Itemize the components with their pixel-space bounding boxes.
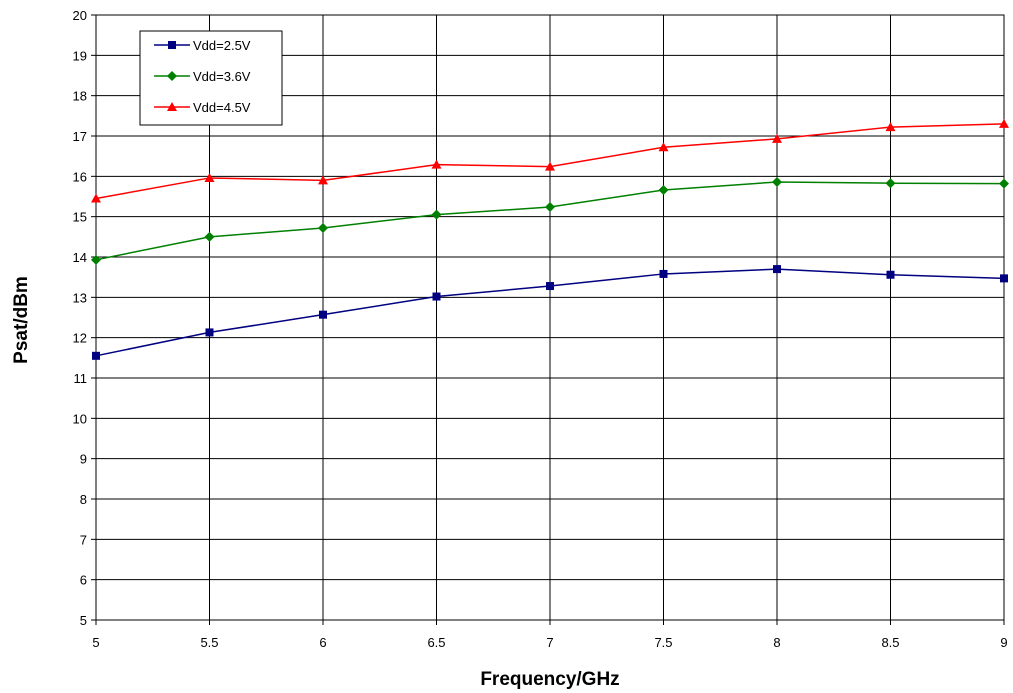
x-tick-label: 7.5 xyxy=(654,635,672,650)
data-point xyxy=(658,185,669,196)
data-point xyxy=(545,201,555,212)
legend-marker xyxy=(167,71,177,81)
legend-item: Vdd=4.5V xyxy=(154,100,251,115)
data-point xyxy=(999,118,1009,128)
y-tick-label: 20 xyxy=(73,8,87,23)
axis-ticks: 5 6 7 8 9 10 11 12 13 14 15 16 17 18 19 20 5 5.5 6 6.5 7 7.5 8… xyxy=(73,8,1008,650)
series-Vdd=3.6V xyxy=(91,176,1009,265)
y-tick-label: 15 xyxy=(73,210,87,225)
x-tick-label: 7 xyxy=(546,635,553,650)
y-tick-label: 10 xyxy=(73,411,87,426)
y-tick-label: 5 xyxy=(80,613,87,628)
legend-item: Vdd=2.5V xyxy=(154,38,251,53)
y-tick-label: 18 xyxy=(73,89,87,104)
y-axis-title: Psat/dBm xyxy=(11,276,32,364)
data-point xyxy=(885,178,896,189)
data-point xyxy=(546,282,554,291)
data-point xyxy=(318,175,328,185)
legend-item: Vdd=3.6V xyxy=(154,69,251,84)
data-point xyxy=(91,254,101,265)
data-point xyxy=(431,159,442,169)
x-tick-label: 8 xyxy=(773,635,780,650)
y-tick-label: 11 xyxy=(74,371,88,386)
y-tick-label: 14 xyxy=(73,250,87,265)
data-point xyxy=(658,142,669,152)
x-tick-label: 5.5 xyxy=(200,635,218,650)
data-point xyxy=(659,269,668,278)
data-point xyxy=(999,178,1009,189)
data-point xyxy=(204,172,215,182)
y-tick-label: 9 xyxy=(80,452,87,467)
y-tick-label: 16 xyxy=(73,169,87,184)
data-point xyxy=(319,310,327,319)
data-point xyxy=(545,161,555,171)
y-tick-label: 6 xyxy=(80,573,87,588)
y-tick-label: 17 xyxy=(73,129,87,144)
legend-box xyxy=(139,30,283,126)
legend: Vdd=2.5V Vdd=3.6V Vdd=4.5V xyxy=(139,30,283,126)
legend-label: Vdd=4.5V xyxy=(193,100,251,115)
legend-label: Vdd=2.5V xyxy=(193,38,251,53)
series-Vdd=2.5V xyxy=(92,265,1008,360)
data-point xyxy=(318,222,328,233)
x-tick-label: 6 xyxy=(319,635,326,650)
legend-label: Vdd=3.6V xyxy=(193,69,251,84)
data-point xyxy=(204,231,215,242)
y-tick-label: 8 xyxy=(80,492,87,507)
legend-marker xyxy=(168,41,176,49)
series-layer xyxy=(91,118,1009,360)
data-point xyxy=(885,122,896,132)
y-tick-label: 7 xyxy=(80,532,87,547)
data-point xyxy=(886,270,895,279)
x-axis-title: Frequency/GHz xyxy=(480,669,619,690)
data-point xyxy=(92,351,100,360)
x-tick-label: 6.5 xyxy=(427,635,445,650)
data-point xyxy=(1000,274,1008,283)
y-tick-label: 19 xyxy=(73,48,87,63)
x-tick-label: 9 xyxy=(1000,635,1007,650)
legend-marker xyxy=(167,102,177,111)
data-point xyxy=(772,176,782,187)
series-Vdd=4.5V xyxy=(91,118,1009,203)
x-tick-label: 5 xyxy=(92,635,99,650)
data-point xyxy=(772,133,782,143)
y-tick-label: 12 xyxy=(73,331,87,346)
data-point xyxy=(205,328,214,337)
data-point xyxy=(432,292,441,301)
data-point xyxy=(91,193,101,203)
x-tick-label: 8.5 xyxy=(881,635,899,650)
y-tick-label: 13 xyxy=(73,290,87,305)
data-point xyxy=(773,265,781,274)
data-point xyxy=(431,209,442,220)
